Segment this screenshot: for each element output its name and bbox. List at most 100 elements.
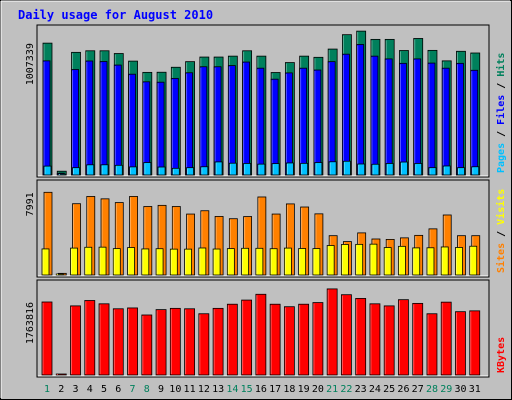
x-tick-label-23: 23 bbox=[355, 384, 367, 395]
x-tick-label-11: 11 bbox=[184, 384, 196, 395]
x-tick-label-2: 2 bbox=[58, 384, 64, 395]
visits-bar-31 bbox=[469, 245, 478, 276]
panel-2-ytick-label: 7991 bbox=[25, 192, 36, 216]
kbytes-bar-31 bbox=[469, 310, 481, 376]
files-bar-17 bbox=[270, 78, 279, 176]
x-tick-label-25: 25 bbox=[383, 384, 395, 395]
kbytes-bar-2 bbox=[55, 373, 67, 376]
pages-bar-21 bbox=[328, 161, 337, 176]
pages-bar-27 bbox=[414, 163, 423, 176]
files-bar-21 bbox=[327, 61, 336, 176]
files-bar-31 bbox=[470, 69, 479, 176]
x-tick-label-30: 30 bbox=[454, 384, 466, 395]
visits-bar-19 bbox=[298, 248, 307, 276]
pages-bar-15 bbox=[243, 163, 252, 176]
files-bar-20 bbox=[313, 69, 322, 176]
pages-bar-22 bbox=[343, 160, 351, 176]
pages-bar-5 bbox=[100, 164, 109, 176]
x-tick-label-21: 21 bbox=[326, 384, 338, 395]
x-tick-label-20: 20 bbox=[312, 384, 324, 395]
kbytes-bar-7 bbox=[127, 307, 138, 376]
panel-3-series-legend: KBytes bbox=[496, 337, 507, 373]
pages-bar-18 bbox=[285, 162, 294, 176]
visits-bar-16 bbox=[255, 247, 264, 276]
legend-pages: Pages bbox=[496, 143, 507, 173]
panel-1: 1007339 Pages / Files / Hits bbox=[25, 24, 507, 178]
files-bar-13 bbox=[213, 66, 222, 176]
kbytes-bar-8 bbox=[141, 314, 153, 376]
x-tick-label-3: 3 bbox=[73, 384, 79, 395]
visits-bar-28 bbox=[426, 247, 435, 276]
pages-bar-23 bbox=[357, 163, 366, 176]
visits-bar-23 bbox=[355, 243, 364, 276]
files-bar-28 bbox=[427, 62, 436, 176]
panel-1-ytick-label: 1007339 bbox=[25, 43, 36, 85]
kbytes-bar-14 bbox=[226, 303, 238, 376]
pages-bar-6 bbox=[114, 164, 123, 176]
kbytes-bar-28 bbox=[426, 313, 438, 376]
files-bar-29 bbox=[441, 67, 450, 176]
kbytes-bar-19 bbox=[298, 303, 310, 376]
x-tick-label-26: 26 bbox=[397, 384, 409, 395]
x-tick-label-27: 27 bbox=[412, 384, 424, 395]
x-tick-label-18: 18 bbox=[283, 384, 295, 395]
kbytes-bar-17 bbox=[269, 303, 281, 376]
visits-bar-27 bbox=[412, 247, 421, 276]
files-bar-25 bbox=[384, 58, 393, 176]
legend-sites: Sites bbox=[495, 243, 507, 273]
visits-bar-12 bbox=[198, 247, 207, 276]
kbytes-bar-3 bbox=[70, 305, 81, 376]
files-bar-8 bbox=[142, 81, 151, 176]
pages-bar-20 bbox=[314, 162, 323, 176]
visits-bar-1 bbox=[41, 248, 50, 276]
visits-bar-11 bbox=[184, 248, 192, 276]
x-tick-label-22: 22 bbox=[340, 384, 352, 395]
legend-kbytes: KBytes bbox=[496, 337, 507, 373]
visits-bar-2 bbox=[55, 273, 64, 276]
kbytes-bar-12 bbox=[198, 313, 210, 376]
visits-bar-4 bbox=[84, 246, 93, 276]
visits-bar-24 bbox=[369, 243, 378, 276]
files-bar-24 bbox=[370, 55, 379, 176]
visits-bar-9 bbox=[155, 248, 164, 276]
pages-bar-28 bbox=[428, 167, 437, 176]
kbytes-bar-1 bbox=[41, 301, 53, 376]
kbytes-bar-23 bbox=[355, 298, 367, 376]
visits-bar-15 bbox=[241, 247, 250, 276]
x-tick-label-13: 13 bbox=[212, 384, 224, 395]
pages-bar-8 bbox=[143, 162, 152, 176]
pages-bar-14 bbox=[228, 162, 237, 176]
files-bar-12 bbox=[199, 66, 208, 176]
files-bar-15 bbox=[242, 61, 251, 176]
x-tick-label-19: 19 bbox=[298, 384, 310, 395]
visits-bar-5 bbox=[98, 246, 107, 276]
files-bar-16 bbox=[256, 67, 265, 176]
x-axis-labels: 1 2 3 4 5 6 7 8 9 10 11 12 13 14 15 16 17 18 19 20 21 22 23 24 2… bbox=[44, 384, 481, 395]
pages-bar-7 bbox=[129, 166, 137, 176]
x-tick-label-14: 14 bbox=[226, 384, 238, 395]
visits-bar-18 bbox=[283, 247, 292, 276]
kbytes-bar-11 bbox=[184, 308, 195, 376]
files-bar-30 bbox=[456, 62, 464, 176]
legend-files: Files bbox=[495, 95, 507, 125]
panel-2: 7991 Sites / Visits bbox=[25, 179, 507, 278]
pages-bar-3 bbox=[72, 167, 80, 176]
pages-bar-31 bbox=[471, 166, 480, 176]
kbytes-bar-5 bbox=[98, 303, 110, 376]
kbytes-bar-4 bbox=[84, 300, 96, 376]
pages-bar-4 bbox=[86, 164, 95, 176]
files-bar-4 bbox=[85, 60, 94, 176]
files-bar-14 bbox=[227, 65, 236, 176]
files-bar-27 bbox=[413, 58, 422, 176]
files-bar-18 bbox=[284, 72, 293, 176]
visits-bar-17 bbox=[269, 248, 278, 276]
kbytes-bar-13 bbox=[212, 307, 224, 376]
panel-2-series-legend: Sites / Visits bbox=[495, 189, 507, 273]
x-tick-label-7: 7 bbox=[130, 384, 136, 395]
pages-bar-26 bbox=[400, 161, 408, 176]
kbytes-bar-27 bbox=[412, 302, 424, 376]
pages-bar-29 bbox=[442, 165, 451, 176]
files-bar-3 bbox=[71, 69, 79, 176]
